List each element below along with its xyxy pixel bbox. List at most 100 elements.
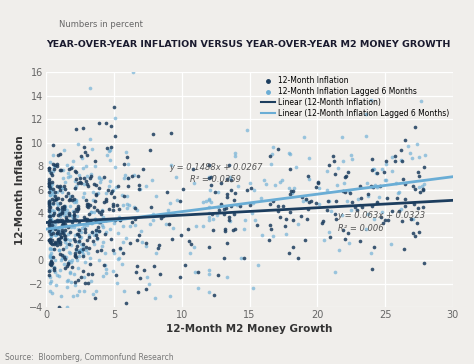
Point [46, 246, 54, 252]
Point [64, 224, 72, 230]
Point [49, 254, 56, 260]
Point [76, 220, 83, 226]
Point [295, 255, 302, 261]
Point [75, 233, 83, 239]
Point [126, 240, 134, 246]
Point [66, 229, 73, 235]
Point [167, 201, 174, 206]
Point [421, 153, 429, 158]
Point [130, 171, 137, 177]
Text: Source:  Bloomberg, Commonfund Research: Source: Bloomberg, Commonfund Research [5, 353, 173, 362]
Point [69, 193, 76, 199]
Point [91, 163, 99, 169]
Point [356, 238, 364, 244]
Point [61, 233, 68, 238]
Point [56, 167, 64, 173]
Point [52, 257, 59, 263]
Point [420, 181, 428, 187]
Point [46, 253, 54, 258]
Point [65, 310, 73, 316]
Point [116, 246, 123, 252]
Point [374, 199, 381, 205]
Point [46, 215, 54, 221]
Point [94, 217, 101, 223]
Point [71, 252, 79, 258]
Point [111, 133, 119, 139]
Point [53, 272, 61, 278]
Point [98, 244, 106, 249]
Point [367, 250, 375, 256]
Point [92, 232, 100, 238]
Point [77, 229, 85, 235]
Point [119, 202, 127, 207]
Point [418, 98, 425, 104]
Point [88, 220, 95, 226]
Point [148, 177, 156, 182]
Point [51, 189, 59, 195]
Point [46, 218, 53, 223]
Point [62, 254, 69, 260]
Point [348, 199, 356, 205]
Point [79, 155, 86, 161]
Point [119, 239, 127, 245]
Point [54, 242, 61, 248]
Point [47, 258, 55, 264]
Point [46, 260, 54, 266]
Point [49, 223, 57, 229]
Point [367, 97, 374, 103]
Point [123, 154, 131, 160]
Point [415, 184, 423, 190]
Point [342, 173, 350, 179]
Point [52, 282, 60, 288]
Point [58, 190, 65, 195]
Point [57, 232, 64, 237]
Point [111, 218, 119, 223]
Point [208, 174, 215, 180]
Point [77, 234, 85, 240]
Point [345, 240, 353, 246]
Point [338, 134, 346, 140]
Point [208, 182, 215, 188]
Point [61, 203, 69, 209]
Point [69, 215, 76, 221]
Point [59, 219, 67, 225]
Point [251, 217, 259, 223]
Point [49, 212, 56, 218]
Point [99, 310, 106, 316]
Point [368, 266, 376, 272]
Point [91, 295, 99, 301]
Point [169, 225, 177, 230]
Point [86, 218, 94, 224]
Point [376, 183, 384, 189]
Point [50, 265, 58, 270]
Point [102, 266, 110, 272]
Point [410, 201, 418, 207]
Point [80, 190, 88, 196]
Point [72, 254, 80, 260]
Point [74, 203, 82, 209]
Point [145, 281, 152, 286]
Point [56, 211, 64, 217]
Point [104, 152, 111, 158]
Point [286, 209, 294, 214]
Point [54, 230, 62, 236]
Point [71, 236, 78, 242]
Point [205, 217, 213, 222]
Point [74, 206, 82, 211]
Point [99, 273, 107, 278]
Point [223, 194, 231, 200]
Point [236, 203, 244, 209]
Point [60, 167, 67, 173]
Point [56, 268, 64, 273]
Point [46, 274, 54, 280]
Point [46, 201, 54, 207]
Point [274, 203, 282, 209]
Point [420, 164, 428, 170]
Point [55, 236, 63, 241]
Point [55, 310, 63, 316]
Point [148, 204, 155, 210]
Point [92, 182, 100, 188]
Point [64, 261, 72, 267]
Point [89, 290, 97, 296]
Point [328, 208, 335, 214]
